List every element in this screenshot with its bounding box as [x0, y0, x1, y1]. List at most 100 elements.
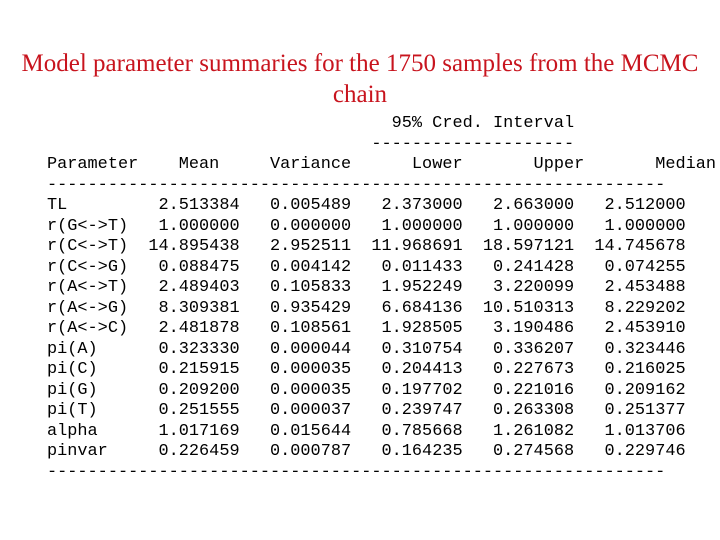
table-cell: 0.000787 — [239, 442, 352, 461]
interval-rule: -------------------- — [47, 135, 716, 156]
table-cell: 0.209200 — [138, 380, 240, 400]
table-cell: 0.074255 — [574, 257, 686, 277]
table-row: r(A<->T) 2.489403 0.105833 1.952249 3.22… — [47, 278, 716, 299]
table-cell: 1.000000 — [138, 216, 240, 236]
table-cell: 0.105833 — [239, 278, 352, 297]
parameter-name: pi(C) — [47, 360, 139, 379]
table-cell: 2.453488 — [574, 278, 686, 297]
interval-rule-line: -------------------- — [371, 134, 575, 154]
table-cell: 1.013706 — [574, 421, 686, 441]
table-cell: 6.684136 — [351, 298, 463, 318]
parameter-name: alpha — [47, 421, 139, 441]
table-cell: 3.190486 — [462, 319, 575, 338]
table-cell: 0.229746 — [574, 442, 686, 461]
table-cell: 2.512000 — [574, 196, 686, 215]
parameter-name: pi(T) — [47, 401, 139, 420]
table-cell: 0.221016 — [462, 380, 575, 400]
column-header: Parameter — [47, 155, 139, 174]
table-cell: 0.000035 — [239, 380, 352, 400]
table-cell: 3.220099 — [462, 278, 575, 297]
parameter-name: pi(G) — [47, 380, 139, 400]
table-cell: 0.274568 — [462, 442, 575, 461]
table-row: pi(A) 0.323330 0.000044 0.310754 0.33620… — [47, 340, 716, 361]
table-cell: 0.323330 — [138, 339, 240, 359]
table-cell: 1.928505 — [351, 319, 463, 338]
table-cell: 0.005489 — [239, 196, 352, 215]
table-cell: 1.000000 — [351, 216, 463, 236]
parameter-name: r(A<->T) — [47, 278, 139, 297]
table-row: r(C<->G) 0.088475 0.004142 0.011433 0.24… — [47, 258, 716, 279]
table-row: TL 2.513384 0.005489 2.373000 2.663000 2… — [47, 196, 716, 217]
parameter-name: pi(A) — [47, 339, 139, 359]
table-cell: 0.226459 — [138, 442, 240, 461]
table-row: r(C<->T) 14.895438 2.952511 11.968691 18… — [47, 237, 716, 258]
parameter-name: pinvar — [47, 442, 139, 461]
column-header: Variance — [219, 155, 352, 174]
table-cell: 0.164235 — [351, 442, 463, 461]
table-cell: 0.088475 — [138, 257, 240, 277]
table-row: r(A<->G) 8.309381 0.935429 6.684136 10.5… — [47, 299, 716, 320]
table-cell: 0.004142 — [239, 257, 352, 277]
interval-header-label: 95% Cred. Interval — [391, 114, 575, 133]
table-row: pi(T) 0.251555 0.000037 0.239747 0.26330… — [47, 401, 716, 422]
table-row: pi(C) 0.215915 0.000035 0.204413 0.22767… — [47, 360, 716, 381]
table-row: r(G<->T) 1.000000 0.000000 1.000000 1.00… — [47, 217, 716, 238]
table-cell: 11.968691 — [351, 237, 463, 256]
table-cell: 0.251377 — [574, 401, 686, 420]
table-cell: 2.453910 — [574, 319, 686, 338]
table-cell: 14.745678 — [574, 237, 686, 256]
parameter-name: r(C<->G) — [47, 257, 139, 277]
table-cell: 0.935429 — [239, 298, 352, 318]
table-cell: 8.229202 — [574, 298, 686, 318]
table-cell: 2.513384 — [138, 196, 240, 215]
table-cell: 0.263308 — [462, 401, 575, 420]
table-cell: 1.261082 — [462, 421, 575, 441]
table-cell: 0.310754 — [351, 339, 463, 359]
column-header: Median — [584, 155, 717, 174]
table-cell: 0.227673 — [462, 360, 575, 379]
parameter-summary-table: 95% Cred. Interval -------------------- P… — [47, 114, 716, 483]
table-cell: 0.323446 — [574, 339, 686, 359]
table-cell: 2.952511 — [239, 237, 352, 256]
parameter-name: r(A<->G) — [47, 298, 139, 318]
table-cell: 1.000000 — [574, 216, 686, 236]
table-row: pinvar 0.226459 0.000787 0.164235 0.2745… — [47, 442, 716, 463]
table-cell: 0.000037 — [239, 401, 352, 420]
table-row: alpha 1.017169 0.015644 0.785668 1.26108… — [47, 422, 716, 443]
table-cell: 0.000044 — [239, 339, 352, 359]
table-header-row: Parameter Mean Variance Lower Upper Medi… — [47, 155, 716, 176]
table-cell: 0.239747 — [351, 401, 463, 420]
table-cell: 0.204413 — [351, 360, 463, 379]
parameter-name: r(C<->T) — [47, 237, 139, 256]
table-cell: 0.785668 — [351, 421, 463, 441]
table-top-rule: ----------------------------------------… — [47, 175, 666, 195]
table-cell: 8.309381 — [138, 298, 240, 318]
interval-header: 95% Cred. Interval — [47, 114, 716, 135]
slide-title: Model parameter summaries for the 1750 s… — [21, 50, 699, 108]
table-cell: 10.510313 — [462, 298, 575, 318]
table-cell: 0.011433 — [351, 257, 463, 277]
table-cell: 0.015644 — [239, 421, 352, 441]
table-cell: 0.251555 — [138, 401, 240, 420]
column-header: Upper — [462, 155, 585, 174]
parameter-name: r(A<->C) — [47, 319, 139, 338]
table-body: TL 2.513384 0.005489 2.373000 2.663000 2… — [47, 196, 716, 463]
column-header: Lower — [351, 155, 463, 174]
parameter-name: r(G<->T) — [47, 216, 139, 236]
table-row: pi(G) 0.209200 0.000035 0.197702 0.22101… — [47, 381, 716, 402]
table-cell: 18.597121 — [462, 237, 575, 256]
table-cell: 0.215915 — [138, 360, 240, 379]
table-cell: 0.241428 — [462, 257, 575, 277]
table-cell: 2.373000 — [351, 196, 463, 215]
table-cell: 1.000000 — [462, 216, 575, 236]
table-cell: 2.481878 — [138, 319, 240, 338]
table-cell: 0.216025 — [574, 360, 686, 379]
table-cell: 0.000035 — [239, 360, 352, 379]
table-cell: 1.017169 — [138, 421, 240, 441]
parameter-name: TL — [47, 196, 139, 215]
table-row: r(A<->C) 2.481878 0.108561 1.928505 3.19… — [47, 319, 716, 340]
table-cell: 0.336207 — [462, 339, 575, 359]
column-header: Mean — [138, 155, 220, 174]
table-cell: 14.895438 — [138, 237, 240, 256]
table-cell: 0.108561 — [239, 319, 352, 338]
